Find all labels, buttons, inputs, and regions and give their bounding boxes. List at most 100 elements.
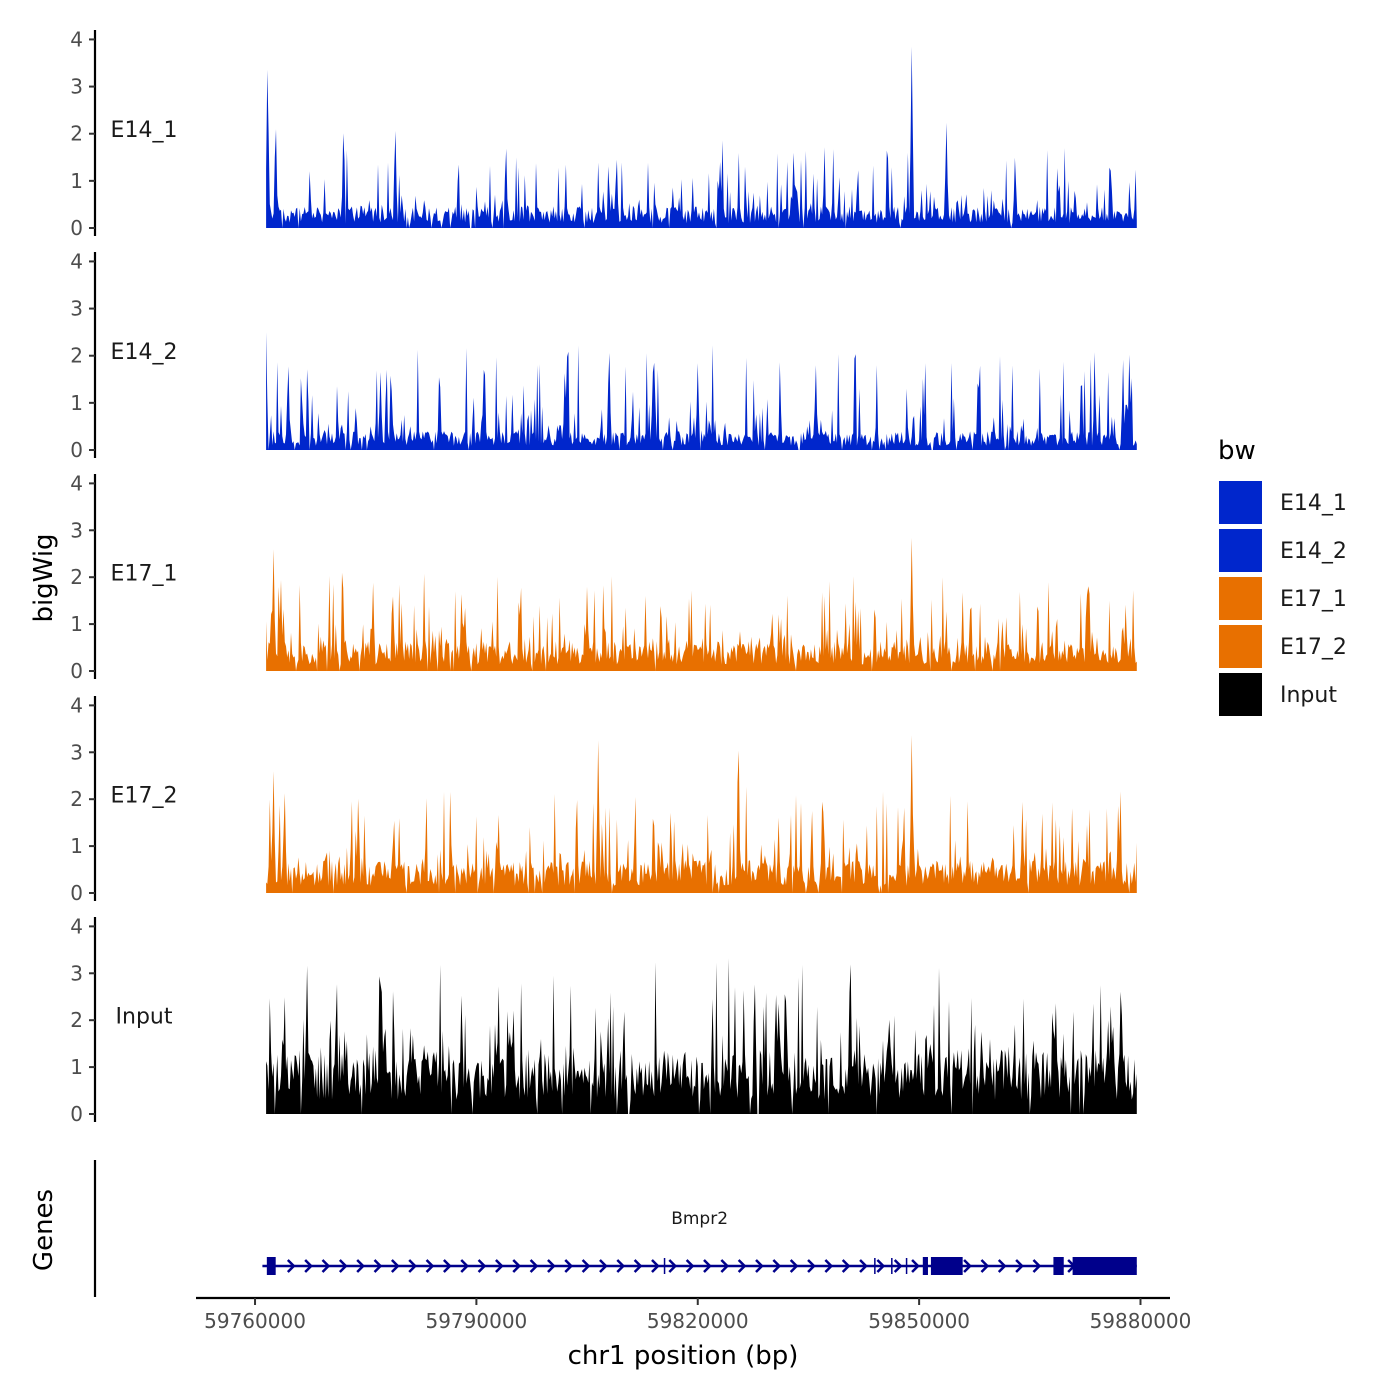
strand-arrow — [286, 1259, 296, 1273]
x-tick-label: 59790000 — [425, 1309, 527, 1333]
x-axis: 59760000 59790000 59820000 59850000 59880000 — [196, 1296, 1192, 1333]
gene-exon — [922, 1257, 928, 1275]
strand-arrow — [408, 1259, 417, 1273]
strand-arrow — [789, 1259, 799, 1273]
gene-name-label: Bmpr2 — [671, 1209, 728, 1229]
y-tick-label: 3 — [70, 961, 83, 985]
strand-arrow — [911, 1259, 920, 1273]
signal-area-E14_2 — [266, 332, 1137, 450]
strand-arrow — [841, 1259, 851, 1273]
strand-arrow — [876, 1259, 886, 1273]
strand-arrow — [997, 1259, 1007, 1273]
strand-arrow — [338, 1259, 348, 1273]
y-tick-label: 1 — [70, 834, 83, 858]
strand-arrow — [633, 1259, 643, 1273]
strand-arrow — [737, 1259, 747, 1273]
x-tick-label: 59820000 — [647, 1309, 749, 1333]
x-tick-label: 59880000 — [1090, 1309, 1192, 1333]
y-tick-label: 0 — [70, 659, 83, 683]
strand-arrow — [720, 1259, 730, 1273]
gene-track-title: Genes — [29, 1189, 59, 1271]
y-tick-label: 4 — [70, 27, 83, 51]
y-tick-label: 1 — [70, 612, 83, 636]
legend: bw E14_1 E14_2 E17_1 E17_2 Input — [1217, 436, 1347, 718]
gene-track: Bmpr2 — [93, 1160, 1137, 1297]
y-tick-label: 4 — [70, 249, 83, 273]
y-axis-title: bigWig — [29, 533, 59, 622]
y-tick-label: 0 — [70, 1102, 83, 1126]
y-tick-label: 1 — [70, 1055, 83, 1079]
x-tick-label: 59760000 — [204, 1309, 306, 1333]
y-tick-label: 4 — [70, 914, 83, 938]
strand-arrow — [963, 1259, 972, 1273]
strand-arrow — [564, 1259, 574, 1273]
gene-exon — [1053, 1257, 1064, 1275]
signal-area-E17_1 — [266, 537, 1137, 671]
track-label: E17_2 — [111, 784, 178, 809]
y-tick-label: 0 — [70, 881, 83, 905]
strand-arrow — [668, 1259, 678, 1273]
track-label: E17_1 — [111, 562, 178, 587]
y-tick-label: 2 — [70, 122, 83, 146]
gene-exon — [266, 1257, 276, 1275]
legend-swatch — [1217, 575, 1264, 622]
strand-arrow — [772, 1259, 782, 1273]
track-Input: 0 1 2 3 4 Input — [70, 914, 1137, 1126]
y-tick-label: 3 — [70, 518, 83, 542]
strand-arrow — [529, 1259, 539, 1273]
legend-swatch — [1217, 623, 1264, 670]
legend-label: E17_1 — [1280, 587, 1347, 612]
track-E17_2: 0 1 2 3 4 E17_2 — [70, 693, 1137, 905]
strand-arrow — [373, 1259, 383, 1273]
legend-label: E17_2 — [1280, 635, 1347, 660]
signal-area-E17_2 — [266, 735, 1137, 893]
y-tick-label: 1 — [70, 169, 83, 193]
y-tick-label: 0 — [70, 216, 83, 240]
legend-label: E14_1 — [1280, 491, 1347, 516]
strand-arrow — [807, 1259, 816, 1273]
strand-arrow — [703, 1259, 712, 1273]
legend-label: E14_2 — [1280, 539, 1347, 564]
tracks-layer: 0 1 2 3 4 E14_1 0 1 2 3 4 E14_2 0 1 2 3 4 E17_1 0 1 2 3 4 E17_2… — [70, 27, 1137, 1126]
legend-swatch — [1217, 671, 1264, 718]
y-tick-label: 2 — [70, 565, 83, 589]
y-tick-label: 2 — [70, 787, 83, 811]
strand-arrow — [616, 1259, 626, 1273]
strand-arrow — [755, 1259, 764, 1273]
strand-arrow — [512, 1259, 522, 1273]
legend-swatch — [1217, 527, 1264, 574]
strand-arrow — [460, 1259, 469, 1273]
track-E17_1: 0 1 2 3 4 E17_1 — [70, 471, 1137, 683]
y-tick-label: 2 — [70, 344, 83, 368]
track-label: E14_2 — [111, 340, 178, 365]
track-E14_1: 0 1 2 3 4 E14_1 — [70, 27, 1137, 240]
y-tick-label: 4 — [70, 693, 83, 717]
strand-arrow — [651, 1259, 660, 1273]
strand-arrow — [893, 1259, 903, 1273]
strand-arrow — [685, 1259, 695, 1273]
strand-arrow — [321, 1259, 331, 1273]
strand-arrow — [390, 1259, 400, 1273]
strand-arrow — [495, 1259, 504, 1273]
signal-area-Input — [266, 958, 1137, 1114]
y-tick-label: 3 — [70, 297, 83, 321]
track-label: Input — [116, 1005, 173, 1030]
track-label: E14_1 — [111, 118, 178, 143]
legend-swatch — [1217, 479, 1264, 526]
strand-arrow — [356, 1259, 365, 1273]
strand-arrow — [980, 1259, 990, 1273]
strand-arrow — [477, 1259, 487, 1273]
legend-label: Input — [1280, 683, 1337, 708]
strand-arrow — [824, 1259, 834, 1273]
y-tick-label: 3 — [70, 740, 83, 764]
y-tick-label: 2 — [70, 1008, 83, 1032]
y-tick-label: 1 — [70, 391, 83, 415]
strand-arrow — [859, 1259, 868, 1273]
y-tick-label: 3 — [70, 75, 83, 99]
y-tick-label: 4 — [70, 471, 83, 495]
x-tick-label: 59850000 — [868, 1309, 970, 1333]
y-tick-label: 0 — [70, 438, 83, 462]
gene-exon — [930, 1257, 963, 1275]
strand-arrow — [1015, 1259, 1024, 1273]
track-E14_2: 0 1 2 3 4 E14_2 — [70, 249, 1137, 462]
